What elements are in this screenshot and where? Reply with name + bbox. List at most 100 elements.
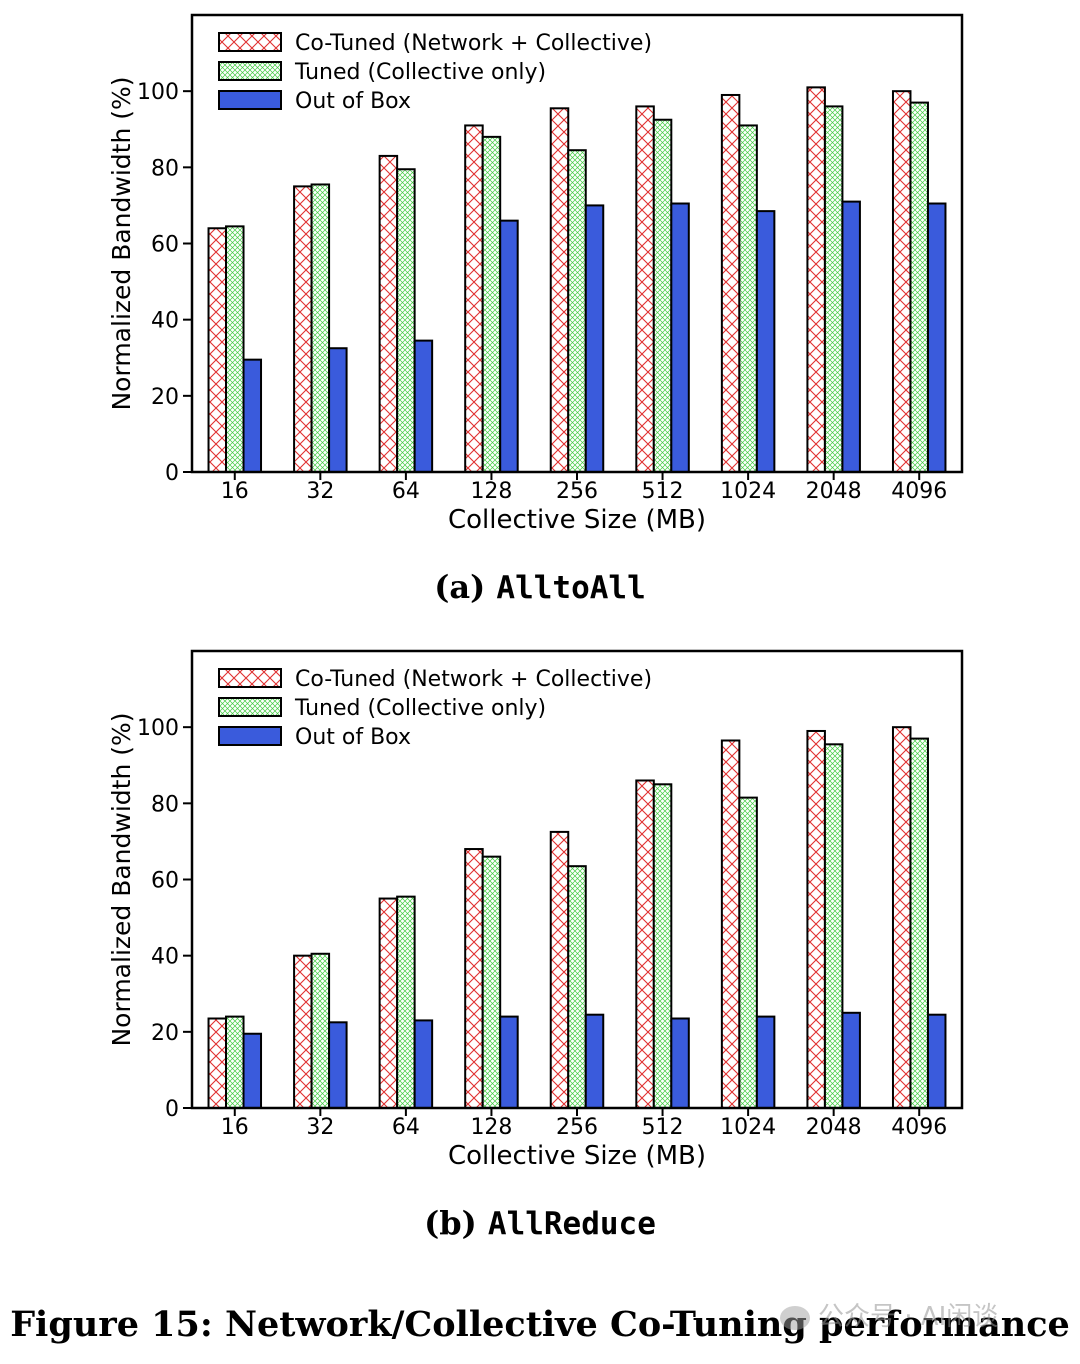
chart-allreduce: 0 20 40 60 80 100 16 32 64 128 256 512 1024 2048 4096 C…: [107, 649, 964, 1171]
bar-tuned: [310, 952, 331, 1110]
bar-out_of_box: [926, 202, 947, 473]
bar-out_of_box: [841, 1011, 861, 1109]
y-tick-label: 60: [151, 233, 179, 258]
bar-co_tuned: [635, 105, 655, 474]
bar-co_tuned: [549, 107, 570, 473]
x-tick-label: 1024: [720, 1115, 776, 1140]
bar-out_of_box: [328, 347, 348, 473]
legend-swatch-tuned: [218, 697, 282, 717]
bar-co_tuned: [464, 124, 484, 473]
bar-out_of_box: [926, 1013, 947, 1109]
chart-alltoall: 0 20 40 60 80 100 16 32 64 128 256 512 1024 2048 4096 C…: [107, 13, 964, 535]
bar-out_of_box: [841, 200, 861, 473]
y-axis-label: Normalized Bandwidth (%): [107, 76, 136, 410]
bar-out_of_box: [242, 358, 263, 474]
bar-co_tuned: [464, 848, 484, 1110]
bar-co_tuned: [720, 93, 741, 473]
bar-tuned: [225, 225, 245, 473]
bar-co_tuned: [378, 154, 399, 474]
legend-label-tuned: Tuned (Collective only): [294, 696, 546, 721]
caption-allreduce: (b) AllReduce: [0, 1204, 1080, 1242]
bar-tuned: [481, 135, 502, 473]
bar-co_tuned: [806, 729, 826, 1109]
y-tick-label: 0: [165, 461, 179, 486]
bar-co_tuned: [207, 1017, 228, 1110]
bar-tuned: [823, 743, 844, 1109]
x-tick-label: 256: [556, 1115, 598, 1140]
bar-tuned: [738, 124, 758, 473]
bar-out_of_box: [755, 210, 776, 473]
y-axis-label: Normalized Bandwidth (%): [107, 712, 136, 1046]
x-tick-label: 64: [392, 479, 420, 504]
legend-swatch-co_tuned: [218, 668, 282, 688]
legend-swatch-tuned: [218, 61, 282, 81]
bar-co_tuned: [207, 227, 228, 473]
y-tick-label: 80: [151, 156, 179, 181]
plot-frame: [190, 13, 964, 474]
legend-label-tuned: Tuned (Collective only): [294, 60, 546, 85]
wechat-icon: [780, 1305, 810, 1330]
watermark-text: 公众号 · AI闲谈: [818, 1302, 999, 1332]
bar-co_tuned: [635, 779, 655, 1109]
bar-out_of_box: [413, 1019, 434, 1109]
figure-caption: Figure 15: Network/Collective Co-Tuning …: [10, 1304, 1070, 1345]
bar-tuned: [225, 1015, 245, 1110]
x-tick-label: 16: [221, 1115, 249, 1140]
legend-swatch-out_of_box: [218, 726, 282, 746]
x-tick-label: 32: [306, 479, 334, 504]
y-tick-label: 60: [151, 869, 179, 894]
bar-co_tuned: [549, 830, 570, 1109]
y-tick-label: 0: [165, 1097, 179, 1122]
x-tick-label: 512: [642, 479, 684, 504]
bar-out_of_box: [584, 204, 605, 474]
bar-out_of_box: [328, 1021, 348, 1109]
y-tick-label: 20: [151, 385, 179, 410]
y-tick-label: 40: [151, 309, 179, 334]
x-tick-label: 256: [556, 479, 598, 504]
bar-out_of_box: [755, 1015, 776, 1110]
bar-co_tuned: [378, 897, 399, 1109]
bar-tuned: [823, 105, 844, 474]
bar-tuned: [567, 865, 587, 1109]
legend-swatch-out_of_box: [218, 90, 282, 110]
x-tick-label: 2048: [806, 479, 862, 504]
caption-allreduce-name: AllReduce: [487, 1206, 656, 1242]
bar-out_of_box: [499, 1015, 519, 1110]
x-tick-label: 128: [470, 1115, 512, 1140]
bar-tuned: [396, 895, 416, 1110]
bar-out_of_box: [584, 1013, 605, 1109]
bar-co_tuned: [891, 90, 912, 474]
y-tick-label: 100: [137, 716, 179, 741]
x-tick-label: 1024: [720, 479, 776, 504]
caption-allreduce-prefix: (b): [424, 1204, 488, 1242]
y-tick-label: 40: [151, 945, 179, 970]
bar-tuned: [909, 101, 929, 473]
watermark: 公众号 · AI闲谈: [780, 1296, 998, 1333]
bar-out_of_box: [242, 1032, 263, 1109]
x-tick-label: 4096: [891, 1115, 947, 1140]
x-axis-label: Collective Size (MB): [448, 505, 706, 535]
bar-out_of_box: [670, 202, 690, 473]
bar-out_of_box: [413, 339, 434, 473]
plot-frame: [190, 649, 964, 1110]
bar-out_of_box: [670, 1017, 690, 1110]
bar-tuned: [310, 183, 331, 474]
bar-co_tuned: [806, 86, 826, 473]
bar-out_of_box: [499, 219, 519, 473]
bar-co_tuned: [293, 185, 313, 473]
legend-label-co_tuned: Co-Tuned (Network + Collective): [295, 31, 652, 56]
caption-alltoall-prefix: (a): [434, 568, 497, 606]
bar-tuned: [396, 168, 416, 474]
y-tick-label: 80: [151, 792, 179, 817]
x-tick-label: 2048: [806, 1115, 862, 1140]
bar-tuned: [567, 149, 587, 473]
x-tick-label: 32: [306, 1115, 334, 1140]
x-tick-label: 4096: [891, 479, 947, 504]
legend-label-out_of_box: Out of Box: [295, 725, 411, 750]
legend-swatch-co_tuned: [218, 32, 282, 52]
x-tick-label: 512: [642, 1115, 684, 1140]
bar-tuned: [652, 783, 673, 1110]
y-tick-label: 100: [137, 80, 179, 105]
x-tick-label: 64: [392, 1115, 420, 1140]
y-tick-label: 20: [151, 1021, 179, 1046]
